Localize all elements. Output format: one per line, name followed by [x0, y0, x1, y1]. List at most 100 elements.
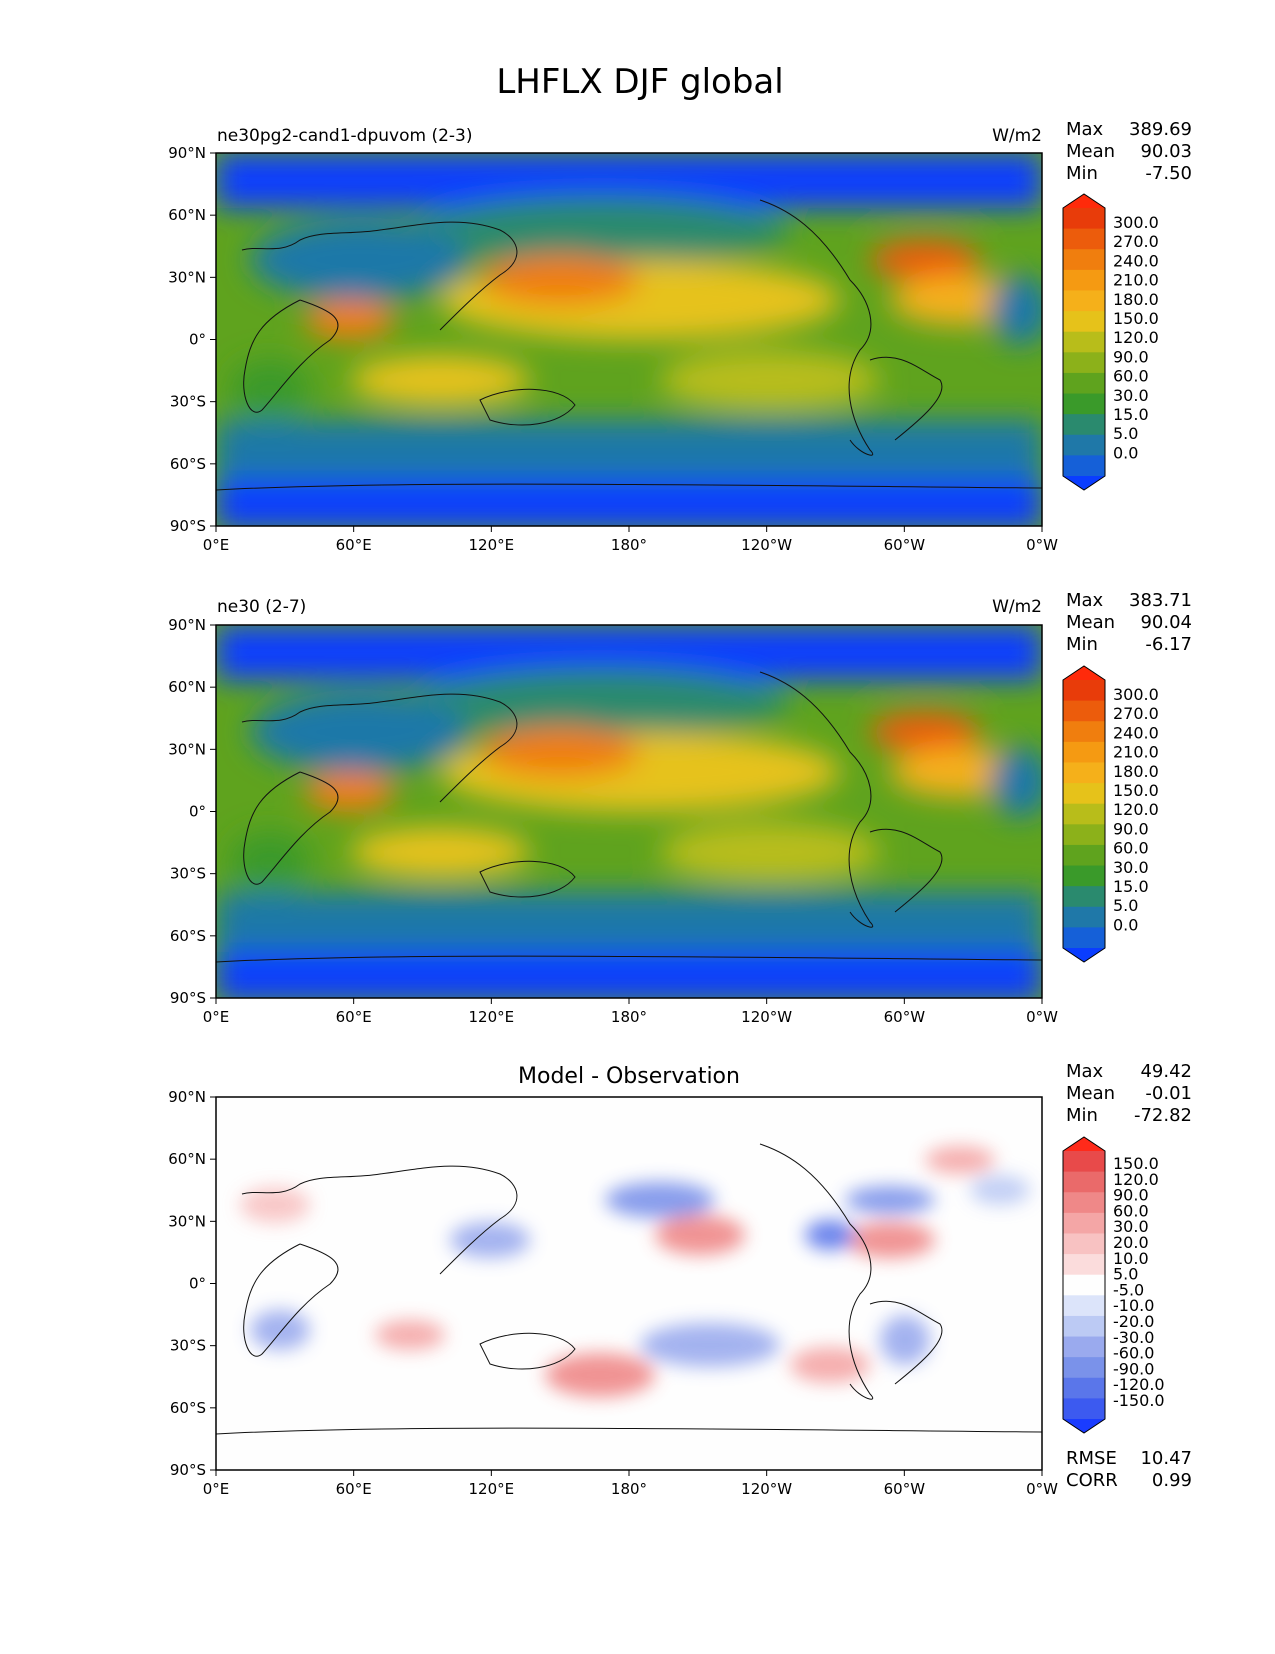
colorbar-extend-max — [1063, 666, 1105, 680]
colorbar-swatch — [1063, 208, 1105, 230]
colorbar-swatch — [1063, 803, 1105, 825]
colorbar-swatch — [1063, 1233, 1105, 1255]
x-tick-label: 60°W — [884, 1008, 926, 1026]
colorbar-swatch — [1063, 1315, 1105, 1338]
y-tick-label: 0° — [189, 803, 206, 821]
y-tick-label: 60°N — [168, 678, 206, 696]
x-tick-label: 0°W — [1026, 1480, 1058, 1498]
colorbar-tick-label: 180.0 — [1113, 762, 1159, 781]
colorbar-tick-label: -60.0 — [1113, 1344, 1154, 1363]
colorbar-swatch — [1063, 721, 1105, 743]
colorbar-swatch — [1063, 824, 1105, 846]
colorbar-swatch — [1063, 1192, 1105, 1214]
x-tick-label: 60°E — [336, 536, 372, 554]
colorbar-tick-label: -10.0 — [1113, 1296, 1154, 1315]
x-tick-label: 0°W — [1026, 536, 1058, 554]
stat-max-value: 383.71 — [1129, 590, 1192, 611]
colorbar-tick-label: 30.0 — [1113, 1217, 1149, 1236]
stat-max-value: 389.69 — [1129, 119, 1192, 140]
colorbar-swatch — [1063, 269, 1105, 292]
stat-mean-label: Mean — [1066, 1083, 1115, 1104]
colorbar-swatch — [1063, 700, 1105, 722]
y-tick-label: 90°S — [170, 1461, 206, 1479]
colorbar-ticks: 300.0270.0240.0210.0180.0150.0120.090.06… — [1113, 685, 1159, 934]
colorbar-extend-max — [1063, 1137, 1105, 1151]
colorbar-swatches — [1062, 1136, 1106, 1434]
colorbar-swatches — [1062, 665, 1106, 963]
stat-min-value: -6.17 — [1145, 634, 1192, 655]
colorbar-tick-label: 300.0 — [1113, 685, 1159, 704]
colorbar-swatch — [1063, 1398, 1105, 1420]
colorbar-tick-label: 150.0 — [1113, 309, 1159, 328]
colorbar-tick-label: 5.0 — [1113, 896, 1138, 915]
colorbar-swatch — [1063, 331, 1105, 353]
colorbar-extend-min — [1063, 1419, 1105, 1433]
x-tick-label: 60°W — [884, 1480, 926, 1498]
stat-mean-label: Mean — [1066, 141, 1115, 162]
stat-max-label: Max — [1066, 1061, 1104, 1082]
colorbar-swatches — [1062, 193, 1106, 491]
colorbar-swatch — [1063, 228, 1105, 250]
stat-rmse-label: RMSE — [1066, 1448, 1117, 1469]
stat-min-value: -7.50 — [1145, 163, 1192, 184]
colorbar-tick-label: -5.0 — [1113, 1280, 1144, 1299]
colorbar-ticks: 300.0270.0240.0210.0180.0150.0120.090.06… — [1113, 213, 1159, 462]
y-tick-label: 30°N — [168, 1212, 206, 1230]
colorbar-swatch — [1063, 762, 1105, 784]
x-tick-label: 120°E — [469, 1480, 515, 1498]
colorbar-tick-label: 270.0 — [1113, 704, 1159, 723]
colorbar-swatch — [1063, 1377, 1105, 1399]
colorbar-extend-min — [1063, 948, 1105, 962]
y-tick-label: 30°S — [170, 1337, 206, 1355]
colorbar-tick-label: 180.0 — [1113, 290, 1159, 309]
colorbar-outline — [1062, 665, 1106, 963]
colorbar-tick-label: 0.0 — [1113, 915, 1138, 934]
axes-layer: 0°E 60°E 120°E 180° 120°W 60°W 0°W 90°N 60°N 30°N… — [168, 144, 1058, 1498]
colorbar-tick-label: 150.0 — [1113, 1154, 1159, 1173]
colorbar-tick-label: 5.0 — [1113, 1265, 1138, 1284]
panel-difference: Model - Observation Max 49.42 Mean -0.01… — [215, 1061, 1192, 1491]
stat-min-value: -72.82 — [1134, 1105, 1192, 1126]
colorbar-tick-label: 5.0 — [1113, 424, 1138, 443]
x-tick-label: 0°E — [203, 1008, 230, 1026]
stats-block: Max 49.42 Mean -0.01 Min -72.82 RMSE 10.… — [1066, 1061, 1192, 1491]
stats-block: Max 389.69 Mean 90.03 Min -7.50 — [1066, 119, 1192, 184]
colorbar-tick-label: 270.0 — [1113, 232, 1159, 251]
colorbar-tick-label: 90.0 — [1113, 347, 1149, 366]
x-tick-label: 0°W — [1026, 1008, 1058, 1026]
colorbar-extend-max — [1063, 194, 1105, 208]
colorbar-tick-label: 240.0 — [1113, 723, 1159, 742]
stat-corr-value: 0.99 — [1152, 1470, 1192, 1491]
x-tick-label: 180° — [611, 1008, 647, 1026]
colorbar-tick-label: 120.0 — [1113, 1170, 1159, 1189]
x-tick-label: 120°W — [741, 536, 792, 554]
stat-max-label: Max — [1066, 590, 1104, 611]
y-tick-label: 90°S — [170, 517, 206, 535]
colorbar-swatch — [1063, 455, 1105, 477]
colorbar-swatch — [1063, 352, 1105, 374]
x-tick-label: 120°W — [741, 1008, 792, 1026]
colorbar-swatch — [1063, 1151, 1105, 1173]
y-tick-label: 90°N — [168, 1088, 206, 1106]
colorbar-swatch — [1063, 1212, 1105, 1235]
colorbar-swatch — [1063, 906, 1105, 928]
colorbar-swatch — [1063, 741, 1105, 764]
colorbar-tick-label: 30.0 — [1113, 858, 1149, 877]
stat-min-label: Min — [1066, 163, 1098, 184]
colorbar-swatch — [1063, 680, 1105, 702]
colorbar-outline — [1062, 193, 1106, 491]
stat-mean-value: -0.01 — [1145, 1083, 1192, 1104]
colorbar-tick-label: 120.0 — [1113, 328, 1159, 347]
colorbar-tick-label: 210.0 — [1113, 271, 1159, 290]
colorbar-tick-label: 20.0 — [1113, 1233, 1149, 1252]
panel-test: ne30pg2-cand1-dpuvom (2-3) W/m2 Max 389.… — [215, 119, 1192, 527]
colorbar-tick-label: 60.0 — [1113, 1201, 1149, 1220]
coastlines — [216, 199, 1042, 491]
colorbar-swatch — [1063, 434, 1105, 456]
panel-units: W/m2 — [992, 597, 1042, 617]
stat-rmse-value: 10.47 — [1140, 1448, 1192, 1469]
stats-block: Max 383.71 Mean 90.04 Min -6.17 — [1066, 590, 1192, 655]
y-tick-label: 60°N — [168, 206, 206, 224]
panel-title: Model - Observation — [518, 1064, 740, 1089]
colorbar-tick-label: 90.0 — [1113, 1186, 1149, 1205]
